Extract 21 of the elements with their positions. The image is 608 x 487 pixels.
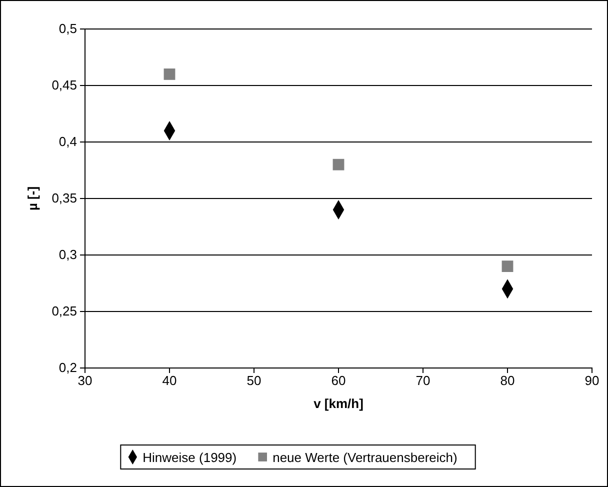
point: [332, 158, 344, 170]
point: [502, 260, 514, 272]
y-tick-label: 0,3: [58, 247, 77, 262]
x-tick-label: 80: [500, 373, 515, 388]
x-tick-label: 90: [584, 373, 600, 388]
x-axis-title: v [km/h]: [314, 396, 364, 411]
x-tick-label: 70: [416, 373, 430, 388]
y-tick-label: 0,35: [52, 190, 77, 206]
y-tick-label: 0,25: [52, 304, 77, 319]
y-tick-label: 0,4: [58, 134, 77, 150]
point: [164, 68, 176, 80]
y-tick-label: 0,5: [58, 21, 77, 36]
legend-label: neue Werte (Vertrauensbereich): [272, 450, 458, 465]
y-tick-label: 0,2: [58, 360, 77, 376]
x-tick-label: 60: [331, 373, 346, 388]
x-tick-label: 30: [78, 373, 92, 388]
x-tick-label: 40: [162, 373, 177, 388]
x-tick-label: 50: [246, 373, 262, 388]
y-tick-label: 0,45: [52, 78, 77, 93]
y-axis-title: µ [-]: [25, 186, 40, 211]
legend-label: Hinweise (1999): [142, 450, 237, 465]
